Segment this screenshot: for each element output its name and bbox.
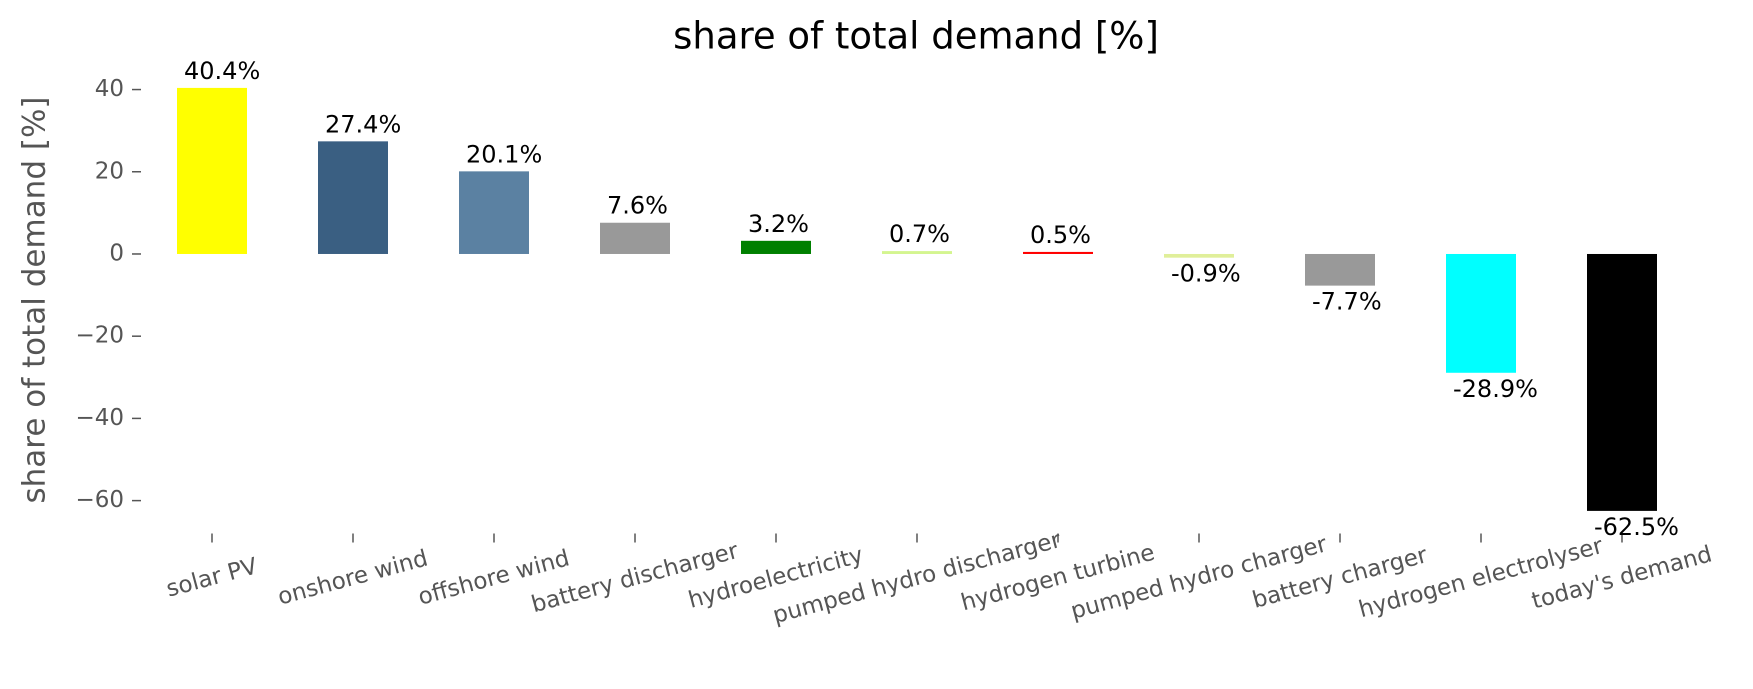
y-tick-label: 20 <box>95 158 124 184</box>
bar <box>459 171 529 254</box>
bar <box>1023 251 1093 254</box>
y-tick-label: −60 <box>75 487 124 513</box>
bar <box>1164 253 1234 258</box>
value-label: 3.2% <box>748 210 809 238</box>
chart-title: share of total demand [%] <box>673 15 1159 58</box>
y-tick-label: −40 <box>75 405 124 431</box>
bar <box>882 251 952 254</box>
bar <box>1587 253 1657 511</box>
value-label: 20.1% <box>466 140 542 168</box>
y-tick-label: 40 <box>95 76 124 102</box>
value-label: 40.4% <box>184 57 260 85</box>
value-label: -62.5% <box>1594 513 1679 541</box>
y-tick-label: 0 <box>109 240 124 266</box>
x-tick-label: solar PV <box>164 553 261 602</box>
bar <box>177 87 247 254</box>
bar <box>1446 253 1516 373</box>
value-label: -0.9% <box>1171 260 1241 288</box>
value-label: 0.5% <box>1030 221 1091 249</box>
bar <box>1305 253 1375 286</box>
bar <box>600 222 670 254</box>
bar <box>741 240 811 254</box>
value-label: 27.4% <box>325 110 401 138</box>
value-label: 0.7% <box>889 220 950 248</box>
value-label: 7.6% <box>607 192 668 220</box>
y-tick-label: −20 <box>75 323 124 349</box>
x-tick-label: onshore wind <box>275 546 431 611</box>
value-label: -7.7% <box>1312 288 1382 316</box>
bar <box>318 141 388 254</box>
value-label: -28.9% <box>1453 375 1538 403</box>
y-axis-label: share of total demand [%] <box>17 96 53 503</box>
